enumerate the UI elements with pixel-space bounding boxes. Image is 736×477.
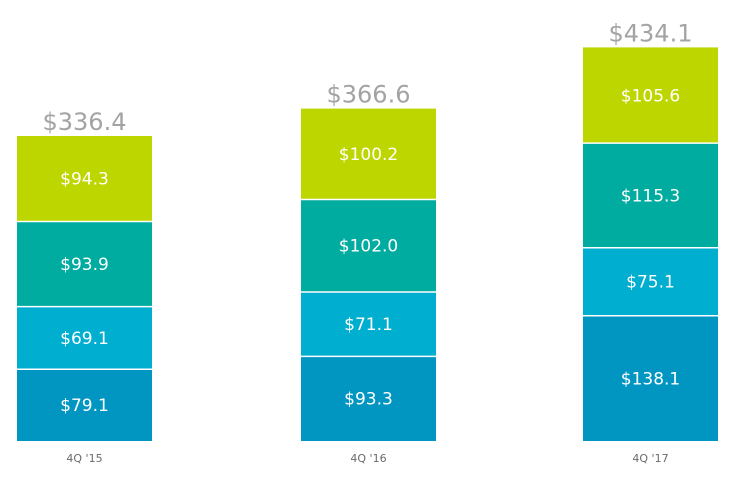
total-value-label: $366.6 [327, 81, 411, 109]
segment-value-label: $75.1 [626, 273, 675, 293]
total-value-label: $336.4 [43, 108, 127, 136]
segment-value-label: $93.3 [344, 390, 393, 410]
segment-value-label: $138.1 [621, 369, 680, 389]
bar-segment [583, 315, 718, 441]
bar-segment [17, 306, 152, 370]
bar-segment [17, 221, 152, 307]
segment-value-label: $100.2 [339, 145, 398, 165]
x-tick-label: 4Q '15 [66, 452, 102, 465]
bar-group: $93.3 $71.1 $102.0 $100.2 [301, 108, 436, 441]
total-value-label: $434.1 [609, 19, 693, 47]
x-tick-label: 4Q '17 [632, 452, 668, 465]
segment-value-label: $93.9 [60, 255, 109, 275]
segment-value-label: $79.1 [60, 396, 109, 416]
bar-segment [301, 108, 436, 200]
segment-value-label: $71.1 [344, 315, 393, 335]
x-tick-label: 4Q '16 [350, 452, 386, 465]
segment-value-label: $94.3 [60, 170, 109, 190]
segment-value-label: $102.0 [339, 237, 398, 257]
bar-segment [301, 199, 436, 292]
segment-value-label: $69.1 [60, 329, 109, 349]
segment-value-label: $105.6 [621, 86, 680, 106]
bar-segment [17, 369, 152, 441]
bar-segment [301, 356, 436, 441]
segment-value-label: $115.3 [621, 186, 680, 206]
bar-segment [583, 143, 718, 248]
bar-group: $138.1 $75.1 $115.3 $105.6 [583, 47, 718, 441]
bar-segment [17, 135, 152, 222]
bar-group: $79.1 $69.1 $93.9 $94.3 [17, 135, 152, 441]
bar-segment [583, 247, 718, 316]
bar-segment [583, 47, 718, 144]
bar-segment [301, 291, 436, 357]
